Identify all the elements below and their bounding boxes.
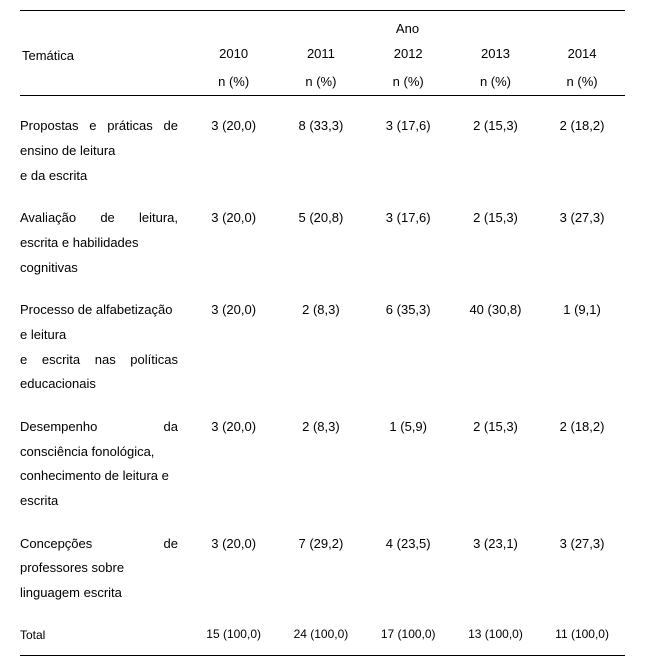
cell-value: 5 (20,8)	[277, 188, 364, 280]
cell-value: 2 (18,2)	[539, 397, 625, 514]
table-row: Processo de alfabetizaçãoe leiturae escr…	[20, 280, 625, 397]
cell-value: 6 (35,3)	[365, 280, 452, 397]
row-label-line: e escrita nas políticas	[20, 348, 178, 373]
row-label-line: linguagem escrita	[20, 581, 178, 606]
row-label: Avaliação de leitura,escrita e habilidad…	[20, 188, 190, 280]
row-label: Propostas e práticas deensino de leitura…	[20, 96, 190, 189]
year-group-header: Ano	[190, 11, 625, 41]
cell-value: 3 (20,0)	[190, 280, 277, 397]
row-label-line: escrita	[20, 489, 178, 514]
total-label: Total	[20, 606, 190, 655]
row-label-line: professores sobre	[20, 556, 178, 581]
cell-value: 7 (29,2)	[277, 514, 364, 606]
year-header-0: 2010	[190, 40, 277, 67]
row-label: Concepções deprofessores sobrelinguagem …	[20, 514, 190, 606]
sub-header-3: n (%)	[452, 68, 539, 96]
table-row: Propostas e práticas deensino de leitura…	[20, 96, 625, 189]
sub-header-1: n (%)	[277, 68, 364, 96]
cell-value: 3 (27,3)	[539, 188, 625, 280]
cell-value: 2 (15,3)	[452, 397, 539, 514]
row-label-line: e da escrita	[20, 164, 178, 189]
theme-header: Temática	[20, 11, 190, 96]
total-row: Total15 (100,0)24 (100,0)17 (100,0)13 (1…	[20, 606, 625, 655]
cell-value: 1 (5,9)	[365, 397, 452, 514]
data-table: Temática Ano 2010 2011 2012 2013 2014 n …	[20, 10, 625, 656]
row-label-line: Concepções de	[20, 532, 178, 557]
cell-value: 3 (23,1)	[452, 514, 539, 606]
row-label-line: escrita e habilidades	[20, 231, 178, 256]
cell-value: 8 (33,3)	[277, 96, 364, 189]
table-body: Propostas e práticas deensino de leitura…	[20, 96, 625, 655]
row-label-line: Propostas e práticas de	[20, 114, 178, 139]
row-label: Processo de alfabetizaçãoe leiturae escr…	[20, 280, 190, 397]
cell-value: 40 (30,8)	[452, 280, 539, 397]
cell-value: 3 (17,6)	[365, 96, 452, 189]
row-label-line: conhecimento de leitura e	[20, 464, 178, 489]
row-label-line: e leitura	[20, 323, 178, 348]
table-row: Avaliação de leitura,escrita e habilidad…	[20, 188, 625, 280]
table-row: Concepções deprofessores sobrelinguagem …	[20, 514, 625, 606]
total-value: 13 (100,0)	[452, 606, 539, 655]
cell-value: 3 (17,6)	[365, 188, 452, 280]
cell-value: 1 (9,1)	[539, 280, 625, 397]
cell-value: 2 (8,3)	[277, 280, 364, 397]
row-label-line: Processo de alfabetização	[20, 298, 178, 323]
cell-value: 3 (20,0)	[190, 514, 277, 606]
year-header-2: 2012	[365, 40, 452, 67]
cell-value: 2 (18,2)	[539, 96, 625, 189]
total-value: 17 (100,0)	[365, 606, 452, 655]
row-label: Desempenho daconsciência fonológica,conh…	[20, 397, 190, 514]
table-header: Temática Ano 2010 2011 2012 2013 2014 n …	[20, 11, 625, 96]
cell-value: 2 (15,3)	[452, 96, 539, 189]
total-value: 24 (100,0)	[277, 606, 364, 655]
sub-header-4: n (%)	[539, 68, 625, 96]
sub-header-2: n (%)	[365, 68, 452, 96]
table-row: Desempenho daconsciência fonológica,conh…	[20, 397, 625, 514]
year-header-3: 2013	[452, 40, 539, 67]
row-label-line: educacionais	[20, 372, 178, 397]
row-label-line: cognitivas	[20, 256, 178, 281]
cell-value: 3 (20,0)	[190, 96, 277, 189]
year-header-1: 2011	[277, 40, 364, 67]
cell-value: 3 (20,0)	[190, 397, 277, 514]
total-value: 15 (100,0)	[190, 606, 277, 655]
row-label-line: consciência fonológica,	[20, 440, 178, 465]
cell-value: 2 (8,3)	[277, 397, 364, 514]
cell-value: 3 (20,0)	[190, 188, 277, 280]
total-value: 11 (100,0)	[539, 606, 625, 655]
cell-value: 4 (23,5)	[365, 514, 452, 606]
sub-header-0: n (%)	[190, 68, 277, 96]
year-header-4: 2014	[539, 40, 625, 67]
row-label-line: Avaliação de leitura,	[20, 206, 178, 231]
cell-value: 3 (27,3)	[539, 514, 625, 606]
row-label-line: ensino de leitura	[20, 139, 178, 164]
cell-value: 2 (15,3)	[452, 188, 539, 280]
row-label-line: Desempenho da	[20, 415, 178, 440]
